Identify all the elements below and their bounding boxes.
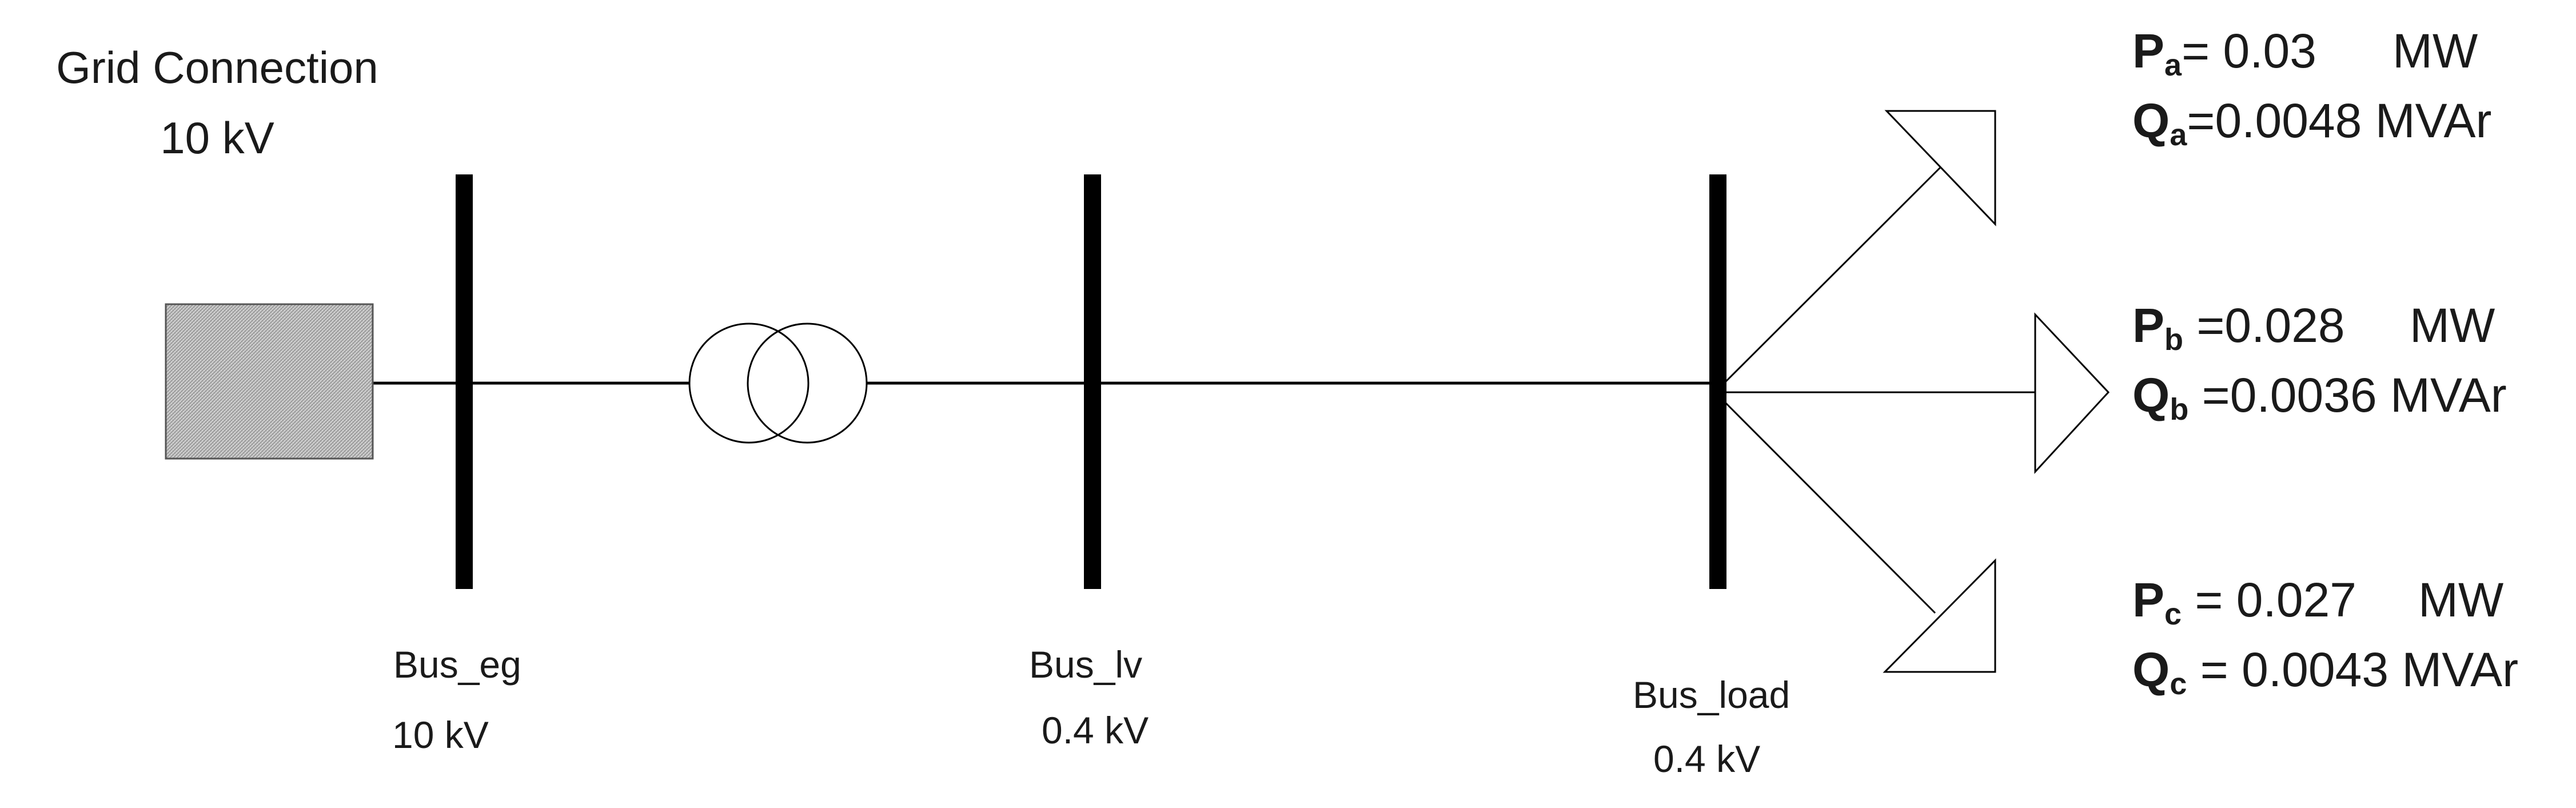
load-a-q-symbol: Q (2132, 94, 2170, 148)
load-a-q-subscript: a (2170, 118, 2187, 152)
feeder-line-c (1724, 401, 1936, 614)
bus-lv-voltage: 0.4 kV (1042, 709, 1149, 751)
load-a-p-subscript: a (2164, 48, 2182, 82)
load-c-p-unit: MW (2418, 573, 2503, 627)
load-c-q-subscript: c (2170, 667, 2187, 701)
load-arrow-b (2034, 312, 2110, 474)
bus-load-bar (1709, 174, 1726, 589)
load-a-p-value: = 0.03 (2182, 24, 2316, 78)
feeder-line-a (1724, 149, 1959, 383)
load-b-q-value: =0.0036 MVAr (2188, 368, 2506, 422)
external-grid-block (165, 303, 374, 460)
load-b-p-subscript: b (2164, 323, 2183, 357)
bus-load-name: Bus_load (1633, 674, 1790, 716)
load-b-p-symbol: P (2132, 298, 2164, 352)
load-a-q-value: =0.0048 MVAr (2187, 94, 2491, 148)
load-c-p-value: = 0.027 (2182, 573, 2356, 627)
load-a-active-power: Pa= 0.03 MW (2132, 24, 2478, 82)
load-b-reactive-power: Qb =0.0036 MVAr (2132, 368, 2507, 427)
load-c-active-power: Pc = 0.027 MW (2132, 573, 2503, 631)
bus-eg-voltage: 10 kV (392, 714, 489, 756)
transformer-secondary-winding (747, 323, 868, 444)
bus-load-voltage: 0.4 kV (1653, 738, 1760, 780)
bus-lv-bar (1084, 174, 1101, 589)
transformer-primary-winding (688, 323, 810, 444)
load-b-q-symbol: Q (2132, 368, 2170, 422)
bus-eg-name: Bus_eg (393, 643, 521, 686)
load-b-p-value: =0.028 (2183, 298, 2345, 352)
load-a-reactive-power: Qa=0.0048 MVAr (2132, 94, 2491, 152)
load-c-reactive-power: Qc = 0.0043 MVAr (2132, 643, 2518, 701)
load-c-p-symbol: P (2132, 573, 2164, 627)
load-c-q-value: = 0.0043 MVAr (2187, 643, 2518, 696)
load-c-p-subscript: c (2164, 597, 2182, 631)
bus-lv-name: Bus_lv (1029, 643, 1142, 686)
load-c-q-symbol: Q (2132, 643, 2170, 696)
load-arrow-c (1883, 558, 1996, 673)
load-a-p-symbol: P (2132, 24, 2164, 78)
grid-connection-title: Grid Connection (56, 42, 378, 93)
load-b-q-subscript: b (2170, 392, 2188, 427)
grid-connection-voltage: 10 kV (160, 113, 274, 163)
load-a-p-unit: MW (2392, 24, 2478, 78)
load-arrow-a (1884, 110, 1996, 226)
bus-eg-bar (456, 174, 473, 589)
load-b-active-power: Pb =0.028 MW (2132, 298, 2495, 357)
load-b-p-unit: MW (2410, 298, 2495, 352)
